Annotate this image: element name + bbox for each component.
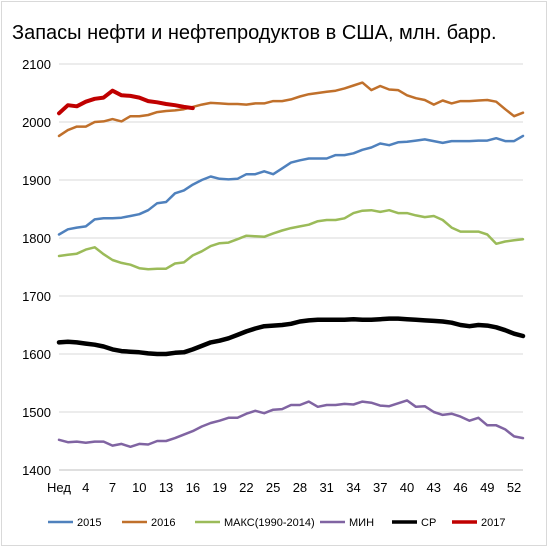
x-tick-label: 25 xyxy=(266,480,280,495)
series-line-2015 xyxy=(57,134,525,236)
legend: 2015 2016 МАКС(1990-2014) МИН СР 2017 xyxy=(48,517,505,529)
x-tick-label: 46 xyxy=(453,480,467,495)
x-tick-label: 10 xyxy=(132,480,146,495)
chart-title: Запасы нефти и нефтепродуктов в США, млн… xyxy=(12,22,497,44)
x-tick-label: 49 xyxy=(480,480,494,495)
series-line-МАКС(1990-2014) xyxy=(57,208,525,271)
series-lines xyxy=(56,81,526,449)
x-tick-label: 22 xyxy=(239,480,253,495)
y-tick-label: 1500 xyxy=(22,405,51,420)
x-tick-label: 31 xyxy=(319,480,333,495)
y-tick-label: 1800 xyxy=(22,231,51,246)
x-tick-label: 19 xyxy=(212,480,226,495)
y-tick-label: 1600 xyxy=(22,347,51,362)
x-tick-label: 16 xyxy=(186,480,200,495)
x-tick-label: 52 xyxy=(507,480,521,495)
y-axis-ticks: 1400 1500 1600 1700 1800 1900 2000 2100 xyxy=(22,57,51,478)
x-tick-label: 4 xyxy=(82,480,89,495)
x-tick-label: 28 xyxy=(293,480,307,495)
gridlines xyxy=(59,63,523,471)
series-line-СР xyxy=(56,316,526,357)
legend-label: МИН xyxy=(349,517,374,529)
y-tick-label: 2100 xyxy=(22,57,51,72)
x-tick-label: 13 xyxy=(159,480,173,495)
y-tick-label: 1700 xyxy=(22,289,51,304)
x-tick-label: 43 xyxy=(427,480,441,495)
series-line-2016 xyxy=(57,81,525,138)
legend-label: 2016 xyxy=(151,517,175,529)
legend-label: 2015 xyxy=(77,517,101,529)
y-tick-label: 2000 xyxy=(22,115,51,130)
legend-label: 2017 xyxy=(481,517,505,529)
x-axis-ticks: Нед 4 7 10 13 16 19 22 25 28 31 34 37 40 43 46 49 52 xyxy=(47,480,521,495)
legend-label: СР xyxy=(421,517,436,529)
series-line-МИН xyxy=(57,399,525,449)
y-tick-label: 1400 xyxy=(22,463,51,478)
legend-label: МАКС(1990-2014) xyxy=(224,517,315,529)
series-line-2017 xyxy=(57,88,195,116)
x-tick-label: 37 xyxy=(373,480,387,495)
x-tick-label: 34 xyxy=(346,480,360,495)
x-tick-label: 40 xyxy=(400,480,414,495)
x-tick-label: Нед xyxy=(47,480,71,495)
y-tick-label: 1900 xyxy=(22,173,51,188)
x-tick-label: 7 xyxy=(109,480,116,495)
